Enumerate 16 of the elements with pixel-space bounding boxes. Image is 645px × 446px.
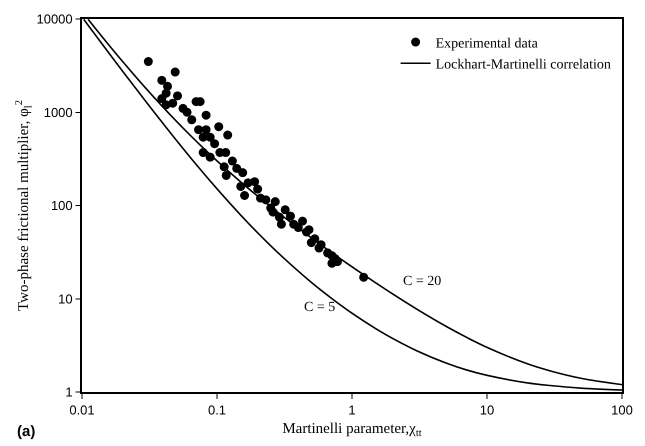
x-tick-label: 100 <box>611 402 633 418</box>
annotation: C = 20 <box>403 274 442 289</box>
y-tick-label: 10000 <box>36 12 73 27</box>
annotation: C = 5 <box>304 300 336 315</box>
x-tick-label: 0.01 <box>69 402 95 418</box>
x-axis-title: Martinelli parameter,χ$_{tt}$ <box>282 420 422 439</box>
y-tick-label: 1000 <box>44 104 73 120</box>
legend-label: Lockhart-Martinelli correlation <box>436 58 611 73</box>
x-tick-label: 1 <box>348 402 356 418</box>
x-tick-label: 0.1 <box>208 402 226 418</box>
y-tick-label: 10 <box>58 291 73 306</box>
y-tick-label: 100 <box>50 198 73 214</box>
x-tick-label: 10 <box>480 402 494 418</box>
text: (a) <box>17 423 36 440</box>
y-tick-label: 1 <box>65 384 73 400</box>
legend-label: Experimental data <box>436 36 539 52</box>
